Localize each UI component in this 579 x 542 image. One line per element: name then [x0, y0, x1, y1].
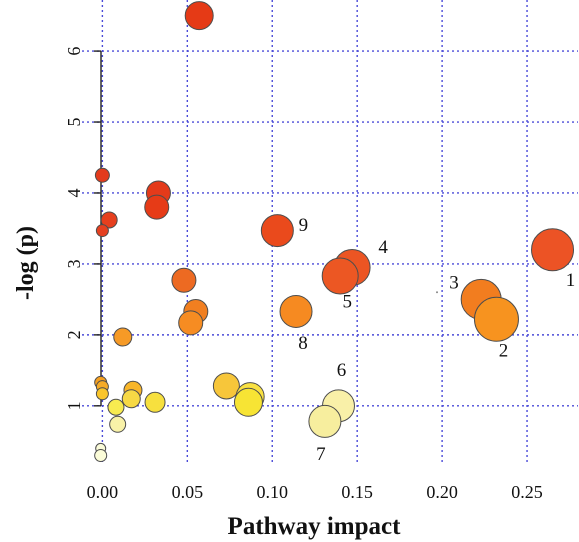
x-tick-label: 0.15 — [341, 482, 373, 502]
x-tick-label: 0.10 — [256, 482, 288, 502]
point-label: 7 — [316, 444, 326, 465]
point-label: 5 — [342, 291, 352, 312]
point-label: 6 — [337, 360, 347, 381]
data-point — [184, 1, 214, 31]
x-tick-label: 0.00 — [87, 482, 119, 502]
data-point — [144, 194, 170, 220]
data-points — [94, 1, 575, 462]
y-tick-label: 1 — [64, 401, 84, 410]
data-point — [121, 389, 141, 409]
data-point — [436, 291, 439, 294]
data-point — [95, 224, 109, 238]
y-tick-label: 5 — [64, 118, 84, 127]
data-point — [212, 372, 240, 400]
data-point — [260, 214, 294, 248]
point-label: 8 — [298, 333, 308, 354]
point-label: 4 — [378, 237, 388, 258]
x-tick-label: 0.20 — [426, 482, 458, 502]
data-point — [233, 387, 263, 417]
data-point — [94, 448, 108, 462]
point-label: 2 — [499, 341, 509, 362]
y-tick-label: 3 — [64, 259, 84, 268]
data-point — [144, 391, 166, 413]
x-tick-label: 0.25 — [511, 482, 543, 502]
axes: 0.00 0.05 0.10 0.15 0.20 0.25 1 2 3 4 5 6 — [64, 47, 543, 502]
point-label: 9 — [299, 215, 309, 236]
data-point — [100, 211, 118, 229]
x-axis-title: Pathway impact — [228, 513, 402, 540]
data-point — [107, 398, 125, 416]
y-tick-label: 6 — [64, 47, 84, 56]
data-point — [94, 167, 110, 183]
point-label: 3 — [449, 273, 459, 294]
data-point — [95, 387, 109, 401]
y-tick-label: 4 — [64, 188, 84, 197]
data-point — [279, 294, 313, 328]
x-tick-label: 0.05 — [172, 482, 204, 502]
data-point — [109, 415, 127, 433]
data-point — [473, 296, 519, 342]
point-labels: 9 4 5 1 3 2 8 6 7 — [298, 215, 575, 465]
data-point — [178, 310, 204, 336]
y-tick-label: 2 — [64, 330, 84, 339]
data-point — [321, 257, 359, 295]
data-point — [171, 267, 197, 293]
y-axis-title: -log (p) — [13, 226, 39, 300]
data-point — [308, 404, 342, 438]
data-point — [113, 327, 133, 347]
point-label: 1 — [566, 270, 576, 291]
data-point — [531, 228, 575, 272]
